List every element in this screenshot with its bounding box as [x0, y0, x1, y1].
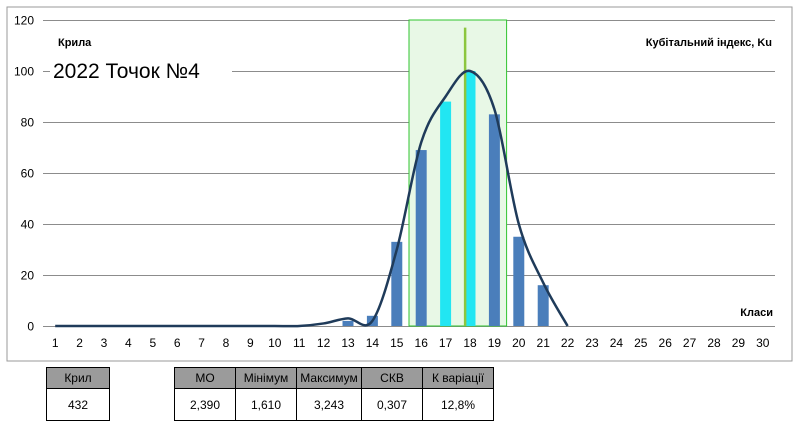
x-tick-label: 23	[585, 336, 599, 350]
x-tick-label: 29	[732, 336, 746, 350]
y-tick-label: 60	[21, 167, 35, 181]
krill-count-table: Крил 432	[46, 367, 110, 421]
statistics-header-row: МО Мінімум Максимум СКВ К варіації	[174, 367, 494, 389]
bar-15	[391, 241, 403, 326]
header-std-dev: СКВ	[361, 367, 423, 389]
bar-18	[464, 71, 476, 326]
x-tick-label: 1	[52, 336, 59, 350]
x-tick-label: 6	[174, 336, 181, 350]
x-tick-label: 26	[659, 336, 673, 350]
value-maximum: 3,243	[296, 388, 362, 421]
x-tick-label: 17	[439, 336, 453, 350]
statistics-value-row: 2,390 1,610 3,243 0,307 12,8%	[174, 388, 494, 421]
bar-20	[513, 236, 525, 326]
value-std-dev: 0,307	[361, 388, 423, 421]
bar-19	[488, 114, 500, 326]
y-tick-label: 20	[21, 269, 35, 283]
x-tick-label: 12	[317, 336, 331, 350]
value-coef-variation: 12,8%	[422, 388, 494, 421]
y-tick-label: 40	[21, 218, 35, 232]
subtitle-background	[50, 56, 232, 84]
x-tick-label: 16	[415, 336, 429, 350]
y-tick-label: 120	[14, 14, 34, 28]
x-tick-label: 10	[268, 336, 282, 350]
x-tick-label: 27	[683, 336, 697, 350]
x-tick-label: 19	[488, 336, 502, 350]
x-tick-label: 3	[101, 336, 108, 350]
bar-13	[342, 320, 354, 326]
y-tick-label: 80	[21, 116, 35, 130]
x-tick-label: 28	[707, 336, 721, 350]
x-tick-label: 2	[76, 336, 83, 350]
y-axis-ticks: 0 20 40 60 80 100 120	[14, 14, 34, 334]
x-tick-label: 11	[293, 336, 306, 350]
x-axis-label: Класи	[740, 307, 773, 319]
statistics-table: МО Мінімум Максимум СКВ К варіації 2,390…	[174, 367, 494, 421]
x-tick-label: 25	[634, 336, 648, 350]
x-tick-label: 21	[537, 336, 551, 350]
header-coef-variation: К варіації	[422, 367, 494, 389]
x-axis-ticks: 1 2 3 4 5 6 7 8 9 10 11 12 13 14 15 16 17 18 19 20 21 22 23 24 2…	[52, 336, 770, 350]
krill-header: Крил	[46, 367, 110, 389]
x-tick-label: 8	[223, 336, 230, 350]
header-minimum: Мінімум	[235, 367, 297, 389]
x-tick-label: 5	[149, 336, 156, 350]
value-mean: 2,390	[174, 388, 236, 421]
distribution-curve	[55, 27, 569, 328]
krill-header-row: Крил	[46, 367, 110, 389]
krill-value: 432	[46, 388, 110, 421]
krill-value-row: 432	[46, 388, 110, 421]
x-tick-label: 18	[463, 336, 477, 350]
bar-17	[440, 101, 452, 326]
right-axis-label: Кубітальний індекс, Ku	[646, 37, 772, 49]
x-tick-label: 9	[247, 336, 254, 350]
x-tick-label: 13	[341, 336, 355, 350]
header-mean: МО	[174, 367, 236, 389]
x-tick-label: 7	[198, 336, 205, 350]
y-tick-label: 100	[14, 65, 34, 79]
curve-line	[55, 69, 569, 328]
bar-16	[415, 150, 427, 326]
x-tick-label: 4	[125, 336, 132, 350]
x-tick-label: 15	[390, 336, 404, 350]
bar-21	[537, 285, 549, 326]
chart-subtitle: 2022 Точок №4	[53, 60, 200, 83]
header-maximum: Максимум	[296, 367, 362, 389]
x-tick-label: 14	[366, 336, 380, 350]
y-tick-label: 0	[27, 320, 34, 334]
x-tick-label: 24	[610, 336, 624, 350]
left-axis-label: Крила	[58, 37, 92, 49]
x-tick-label: 20	[512, 336, 526, 350]
x-tick-label: 30	[756, 336, 770, 350]
value-minimum: 1,610	[235, 388, 297, 421]
histogram-chart: 0 20 40 60 80 100 120 1 2 3 4 5 6 7 8 9 10 11 12 13 14 15 16 1…	[6, 6, 793, 362]
x-tick-label: 22	[561, 336, 575, 350]
